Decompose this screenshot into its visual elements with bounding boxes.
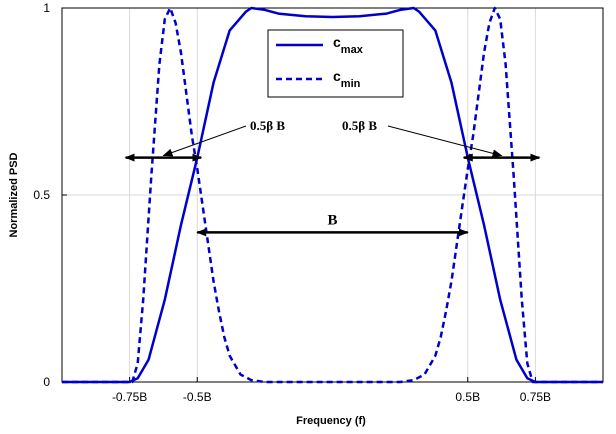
legend-label-min-sub: min	[341, 78, 361, 90]
x-tick-label: 0.75B	[520, 390, 551, 404]
grid	[62, 8, 603, 382]
rolloff-label-right: 0.5β B	[342, 118, 377, 133]
bandwidth-label: B	[327, 212, 337, 228]
series-line-max	[62, 6, 603, 384]
legend-label-max: cmax	[333, 34, 364, 56]
x-tick-label: -0.75B	[112, 390, 147, 404]
y-tick-label: 0	[43, 375, 50, 389]
rolloff-pointer-right	[387, 125, 503, 158]
series-group	[62, 6, 603, 384]
rolloff-pointer-left	[162, 125, 247, 157]
y-tick-label: 0.5	[33, 188, 50, 202]
axis-ticks: -0.75B -0.5B 0.5B 0.75B 0 0.5 1	[33, 1, 551, 404]
legend-label-max-sub: max	[341, 44, 364, 56]
legend: cmax cmin	[267, 29, 404, 98]
legend-label-min: cmin	[333, 68, 361, 90]
rolloff-label-left: 0.5β B	[250, 118, 285, 133]
y-axis-label: Normalized PSD	[8, 152, 20, 237]
y-tick-label: 1	[43, 1, 50, 15]
series-line-min	[62, 6, 603, 384]
x-axis-label: Frequency (f)	[296, 415, 366, 427]
legend-label-min-name: c	[333, 68, 341, 84]
legend-label-max-name: c	[333, 34, 341, 50]
legend-box	[267, 29, 404, 98]
x-tick-label: -0.5B	[183, 390, 212, 404]
x-tick-label: 0.5B	[455, 390, 480, 404]
annotations: B 0.5β B 0.5β B	[124, 118, 541, 237]
